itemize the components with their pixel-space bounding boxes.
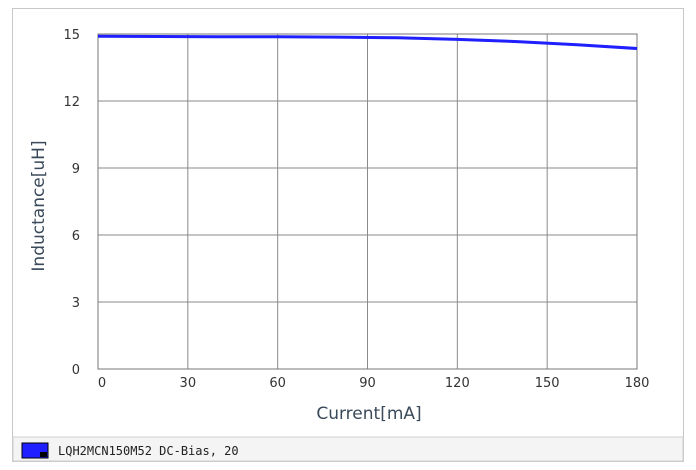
y-tick-label: 12 — [63, 95, 80, 110]
x-tick-label: 30 — [180, 376, 197, 391]
x-tick-label: 60 — [269, 376, 286, 391]
x-tick-label: 120 — [445, 376, 470, 391]
legend-label: LQH2MCN150M52 DC-Bias, 20 — [58, 444, 239, 458]
legend: LQH2MCN150M52 DC-Bias, 20 — [12, 436, 684, 462]
legend-swatch-marker — [40, 452, 47, 457]
y-tick-label: 15 — [63, 28, 80, 43]
x-tick-label: 90 — [359, 376, 376, 391]
plot-border — [97, 33, 638, 370]
x-axis-label: Current[mA] — [316, 404, 421, 424]
y-tick-labels: 0 3 6 9 12 15 — [63, 28, 80, 378]
x-tick-label: 180 — [625, 376, 650, 391]
series-line-0 — [97, 34, 638, 50]
legend-box — [12, 436, 684, 462]
x-tick-labels: 0 30 60 90 120 150 180 — [98, 376, 650, 391]
y-tick-label: 0 — [72, 363, 80, 378]
y-tick-label: 3 — [72, 296, 80, 311]
y-axis-label: Inductance[uH] — [29, 140, 49, 271]
y-tick-label: 9 — [72, 162, 80, 177]
grid-lines — [97, 33, 638, 370]
series-layer — [97, 34, 638, 50]
x-tick-label: 0 — [98, 376, 106, 391]
x-tick-label: 150 — [535, 376, 560, 391]
y-tick-label: 6 — [72, 229, 80, 244]
